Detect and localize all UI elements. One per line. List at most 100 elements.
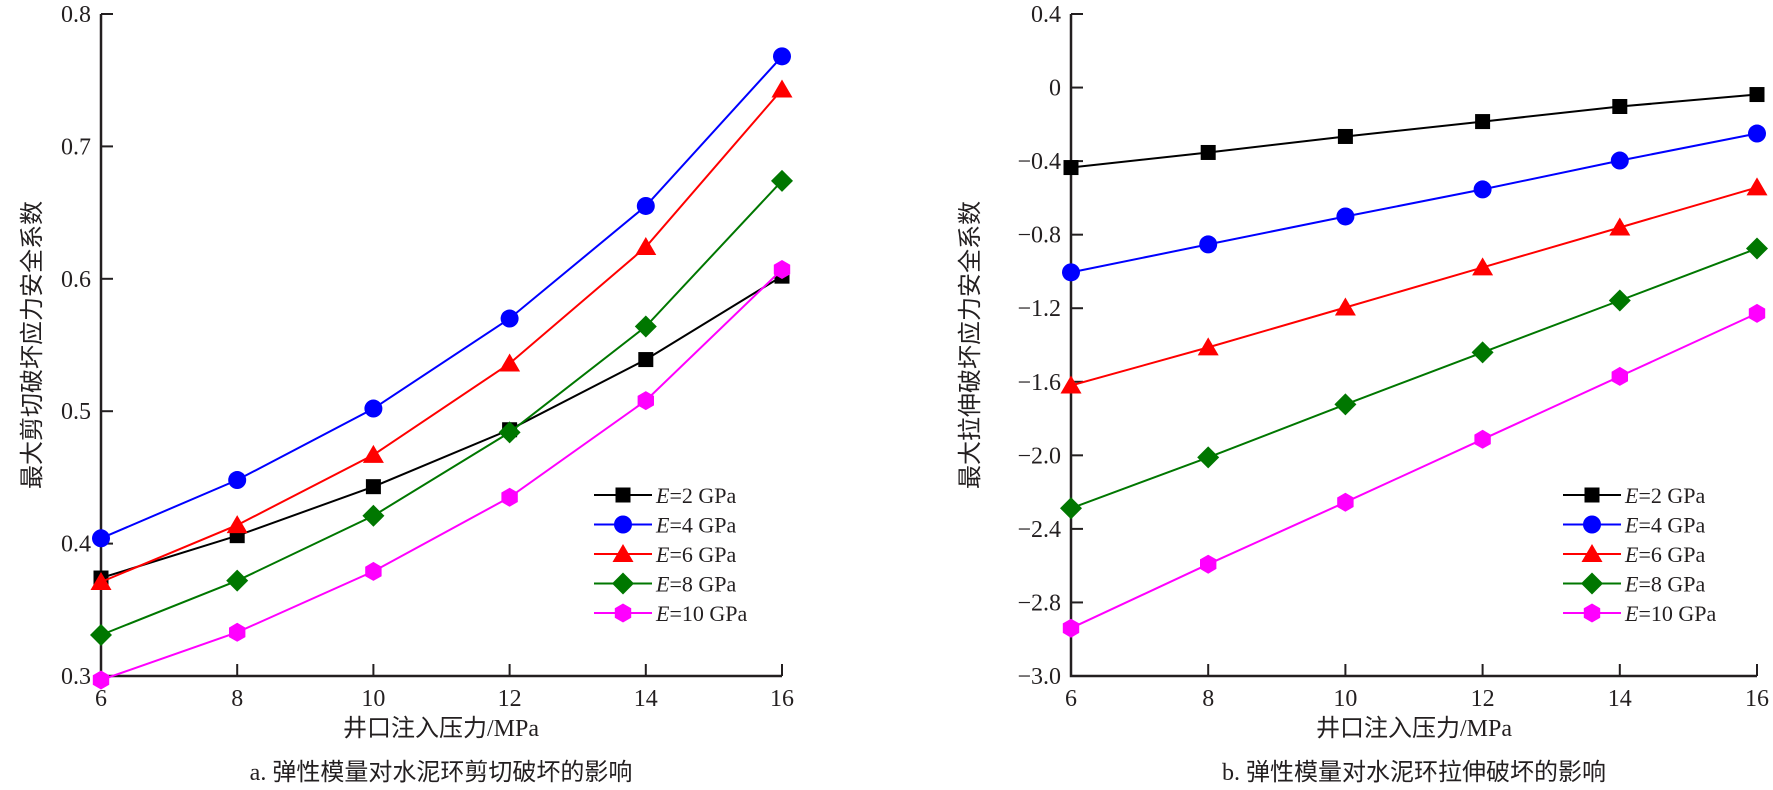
series-e-2-gpa [93, 268, 790, 586]
series-e-2-gpa [1063, 87, 1765, 176]
data-point-diamond [90, 623, 112, 646]
data-point-triangle [1609, 217, 1631, 236]
legend-item: E=10 GPa [1563, 601, 1716, 626]
chart-shear-failure: 最大剪切破坏应力安全系数 井口注入压力/MPa a. 弹性模量对水泥环剪切破坏的… [19, 2, 794, 786]
y-tick-label: 0.3 [61, 664, 91, 690]
chart-caption: a. 弹性模量对水泥环剪切破坏的影响 [250, 759, 633, 786]
legend-label: E=6 GPa [655, 542, 736, 567]
legend-item: E=4 GPa [1563, 513, 1705, 538]
data-point-circle [773, 47, 791, 66]
series-line [1070, 312, 1758, 630]
y-axis-title: 最大剪切破坏应力安全系数 [19, 201, 46, 489]
y-tick-label: −1.6 [1017, 370, 1061, 396]
data-point-diamond [1471, 341, 1494, 364]
data-point-square [1749, 87, 1765, 103]
series-e-10-gpa [1062, 303, 1766, 638]
legend-label-variable: E [655, 601, 670, 626]
legend-marker-triangle [612, 544, 634, 562]
data-point-square [1337, 128, 1353, 144]
x-tick-label: 12 [498, 686, 522, 712]
data-point-hexagon [1611, 366, 1628, 386]
x-axis-title: 井口注入压力/MPa [343, 715, 539, 742]
legend-label-variable: E [655, 542, 670, 567]
legend-label-value: =10 GPa [1638, 601, 1716, 626]
data-point-diamond [634, 315, 657, 338]
legend-label-value: =8 GPa [1638, 572, 1705, 597]
data-point-diamond [1060, 497, 1082, 520]
x-tick-label: 6 [95, 686, 107, 712]
y-axis-title: 最大拉伸破坏应力安全系数 [957, 201, 984, 489]
legend-label-value: =6 GPa [1638, 542, 1705, 567]
legend-label-value: =10 GPa [669, 601, 747, 626]
series-e-10-gpa [92, 260, 791, 690]
data-point-circle [364, 399, 383, 418]
series-e-4-gpa [92, 47, 791, 548]
legend-label-variable: E [1624, 513, 1639, 538]
series-line [1070, 132, 1758, 274]
data-point-hexagon [229, 622, 246, 642]
series-line [1070, 247, 1758, 510]
data-point-diamond [1608, 289, 1631, 312]
legend-label-value: =8 GPa [669, 572, 736, 597]
x-tick-label: 8 [1202, 686, 1214, 712]
y-tick-label: −0.8 [1017, 223, 1061, 249]
legend-item: E=6 GPa [594, 542, 736, 567]
x-tick-label: 6 [1065, 686, 1077, 712]
y-tick-label: 0.6 [61, 267, 91, 293]
y-tick-label: 0.7 [61, 134, 91, 160]
legend-label-variable: E [655, 513, 670, 538]
legend-marker-triangle [1581, 544, 1603, 562]
data-point-circle [1336, 207, 1355, 226]
data-point-triangle [1472, 257, 1494, 276]
data-point-square [365, 479, 381, 495]
y-tick-label: 0.4 [61, 532, 91, 558]
data-point-square [638, 352, 654, 368]
series-line [100, 88, 783, 583]
data-point-hexagon [501, 487, 518, 507]
legend-item: E=8 GPa [594, 572, 736, 597]
y-tick-label: 0.5 [61, 399, 91, 425]
data-point-square [1063, 160, 1079, 176]
legend-label-value: =4 GPa [1638, 513, 1705, 538]
data-point-triangle [1197, 337, 1219, 356]
legend-marker-diamond [1581, 572, 1603, 595]
legend-label: E=2 GPa [1624, 483, 1705, 508]
series-e-4-gpa [1062, 124, 1766, 282]
data-point-diamond [362, 504, 385, 527]
legend-label-variable: E [655, 572, 670, 597]
data-point-hexagon [1337, 492, 1354, 512]
data-point-hexagon [773, 260, 791, 279]
data-point-square [1200, 144, 1216, 160]
data-point-triangle [499, 353, 521, 372]
legend-label-variable: E [1624, 572, 1639, 597]
series-line [1070, 93, 1758, 169]
legend-label-variable: E [1624, 483, 1639, 508]
data-point-diamond [1746, 237, 1768, 260]
data-point-square [1475, 114, 1491, 130]
legend-label: E=6 GPa [1624, 542, 1705, 567]
data-point-triangle [226, 515, 248, 534]
x-tick-label: 16 [770, 686, 794, 712]
y-tick-label: −0.4 [1017, 149, 1061, 175]
data-point-triangle [771, 79, 793, 98]
chart-caption: b. 弹性模量对水泥环拉伸破坏的影响 [1222, 759, 1606, 786]
y-tick-label: −3.0 [1017, 664, 1061, 690]
legend-label: E=10 GPa [655, 601, 747, 626]
data-point-triangle [635, 237, 657, 256]
legend-label-variable: E [655, 483, 670, 508]
data-point-hexagon [1200, 554, 1217, 574]
data-point-hexagon [365, 561, 382, 581]
data-point-triangle [90, 571, 112, 590]
data-point-hexagon [1062, 618, 1080, 638]
legend-label: E=8 GPa [655, 572, 736, 597]
series-e-8-gpa [1060, 237, 1768, 520]
chart-tensile-failure: 最大拉伸破坏应力安全系数 井口注入压力/MPa b. 弹性模量对水泥环拉伸破坏的… [957, 2, 1769, 786]
legend-item: E=10 GPa [594, 601, 747, 626]
x-tick-label: 12 [1471, 686, 1495, 712]
x-tick-label: 14 [634, 686, 658, 712]
x-tick-label: 14 [1608, 686, 1632, 712]
legend-label-variable: E [1624, 542, 1639, 567]
data-point-triangle [362, 444, 384, 463]
